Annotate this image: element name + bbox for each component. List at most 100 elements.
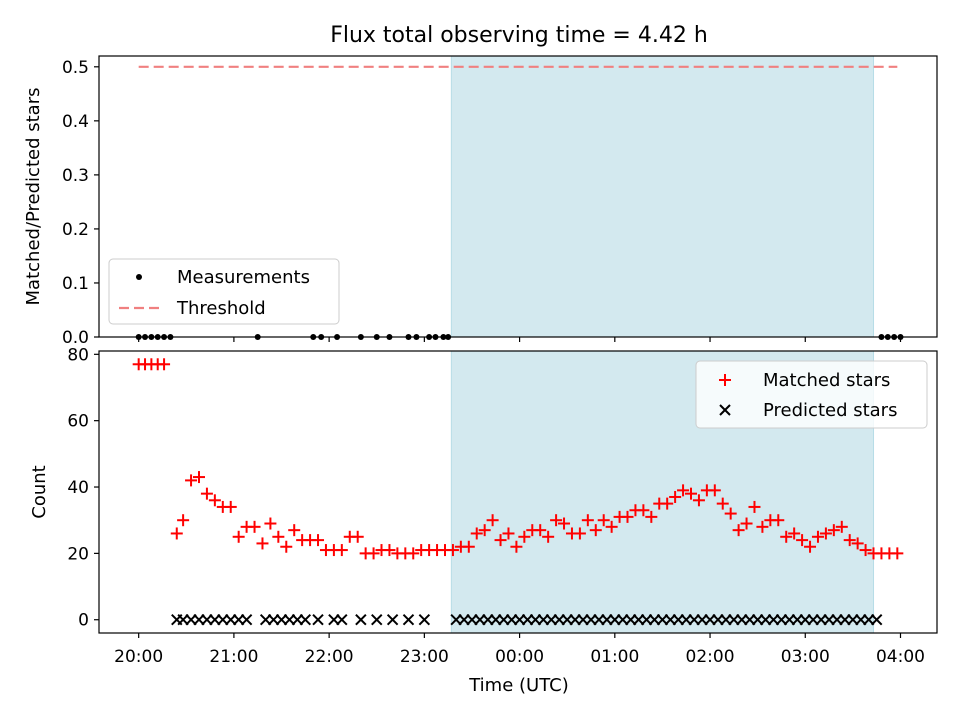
matched-star-point	[224, 500, 237, 513]
bottom-axes-frame	[98, 350, 938, 634]
top-y-tick-label: 0.3	[62, 166, 89, 186]
bottom-legend: Matched stars Predicted stars	[695, 360, 928, 429]
bottom-x-ticks: 20:00 21:00 22:00 23:00 00:00 01:00 02:00 03:00…	[114, 633, 925, 667]
matched-star-point	[859, 544, 872, 557]
matched-star-point	[835, 520, 848, 533]
bottom-x-tick-label: 04:00	[876, 647, 925, 667]
top-y-ticks: 0.0 0.1 0.2 0.3 0.4 0.5	[62, 58, 99, 348]
matched-star-point	[534, 524, 547, 537]
matched-star-point	[208, 494, 221, 507]
bottom-y-tick-label: 0	[78, 611, 89, 631]
top-y-tick-label: 0.0	[62, 328, 89, 348]
bottom-y-axis-label: Count	[29, 465, 50, 518]
matched-star-point	[637, 504, 650, 517]
matched-star-point	[351, 530, 364, 543]
matched-star-point	[677, 484, 690, 497]
matched-star-point	[383, 544, 396, 557]
top-panel: 0.0 0.1 0.2 0.3 0.4 0.5 Matched/Predicted sta…	[23, 55, 938, 348]
predicted-star-point	[870, 614, 883, 626]
matched-star-point	[740, 517, 753, 530]
predicted-star-point	[299, 614, 312, 626]
matched-star-point	[573, 527, 586, 540]
matched-star-point	[772, 514, 785, 527]
matched-star-point	[748, 500, 761, 513]
top-y-tick-label: 0.4	[62, 112, 89, 132]
bottom-x-tick-label: 23:00	[400, 647, 449, 667]
matched-star-point	[819, 527, 832, 540]
legend-matched-marker	[719, 374, 731, 386]
matched-star-point	[185, 474, 198, 487]
top-shaded-interval	[450, 55, 875, 338]
matched-star-point	[621, 510, 634, 523]
predicted-star-point	[312, 614, 324, 626]
matched-star-point	[692, 494, 705, 507]
matched-star-point	[510, 540, 523, 553]
matched-star-point	[248, 520, 261, 533]
legend-predicted-marker	[719, 404, 731, 416]
matched-star-point	[550, 514, 563, 527]
matched-star-point	[518, 530, 531, 543]
matched-star-point	[486, 514, 499, 527]
predicted-star-point	[371, 614, 383, 626]
matched-star-point	[170, 527, 183, 540]
matched-star-point	[200, 487, 213, 500]
matched-star-point	[232, 530, 245, 543]
matched-star-point	[177, 514, 190, 527]
matched-star-point	[264, 517, 277, 530]
matched-star-point	[605, 520, 618, 533]
matched-star-point	[716, 497, 729, 510]
matched-star-point	[756, 520, 769, 533]
matched-star-point	[542, 530, 555, 543]
matched-star-point	[780, 530, 793, 543]
x-axis-label: Time (UTC)	[468, 675, 569, 696]
bottom-legend-box	[695, 360, 928, 429]
matched-star-point	[589, 524, 602, 537]
matched-star-point	[645, 510, 658, 523]
matched-star-point	[796, 534, 809, 547]
top-axes-frame	[98, 55, 938, 338]
bottom-x-tick-label: 01:00	[590, 647, 639, 667]
bottom-x-tick-label: 20:00	[114, 647, 163, 667]
bottom-x-tick-label: 22:00	[305, 647, 354, 667]
predicted-star-point	[240, 614, 253, 626]
top-y-axis-label: Matched/Predicted stars	[23, 88, 44, 306]
bottom-y-tick-label: 40	[67, 478, 89, 498]
predicted-star-point	[418, 614, 431, 626]
matched-star-point	[494, 534, 507, 547]
legend-matched-label: Matched stars	[763, 370, 890, 391]
bottom-y-tick-label: 80	[67, 345, 89, 365]
chart-title: Flux total observing time = 4.42 h	[330, 23, 708, 48]
top-y-tick-label: 0.1	[62, 274, 89, 294]
matched-star-point	[891, 547, 904, 560]
bottom-x-tick-label: 00:00	[495, 647, 544, 667]
matched-star-point	[280, 540, 293, 553]
matched-star-point	[581, 514, 594, 527]
matched-star-point	[669, 490, 682, 503]
matched-star-point	[367, 547, 380, 560]
matched-star-point	[272, 530, 285, 543]
top-legend-box	[108, 258, 340, 325]
predicted-star-point	[336, 614, 348, 626]
matched-star-point	[192, 471, 205, 484]
top-legend: Measurements Threshold	[108, 258, 340, 325]
matched-star-point	[804, 540, 817, 553]
legend-threshold-label: Threshold	[176, 298, 266, 319]
bottom-panel: 0 20 40 60 80 20:00 21:00 22:00 23:00 00:00 01:00…	[29, 345, 938, 696]
matched-star-point	[851, 537, 864, 550]
top-y-tick-label: 0.5	[62, 58, 89, 78]
matched-star-point	[558, 517, 571, 530]
matched-star-point	[597, 514, 610, 527]
matched-star-point	[732, 524, 745, 537]
predicted-star-point	[386, 614, 399, 626]
matched-star-point	[470, 527, 483, 540]
matched-star-point	[708, 484, 721, 497]
matched-star-point	[724, 507, 737, 520]
predicted-star-point	[355, 614, 367, 626]
matched-star-point	[335, 544, 348, 557]
legend-measurements-label: Measurements	[177, 267, 310, 288]
matched-star-point	[843, 534, 856, 547]
top-x-ticks	[138, 337, 902, 342]
matched-star-point	[811, 530, 824, 543]
legend-measurements-marker	[136, 274, 142, 280]
